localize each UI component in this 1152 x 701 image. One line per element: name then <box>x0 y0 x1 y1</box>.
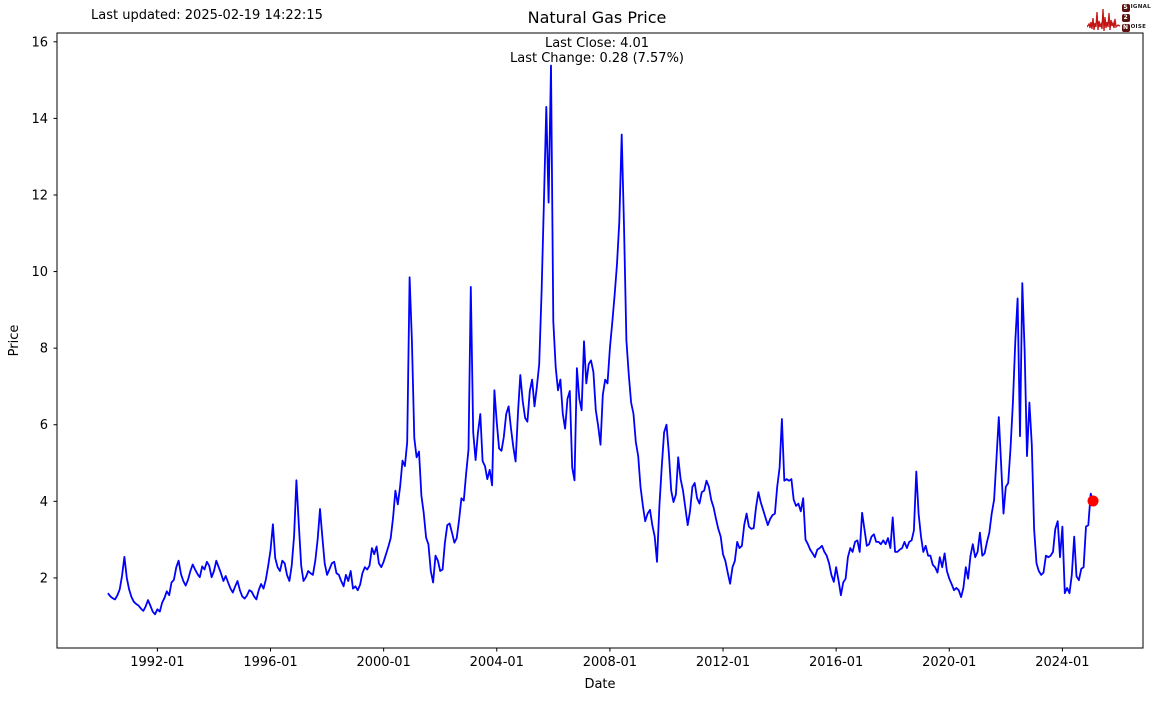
price-line <box>107 64 1094 616</box>
logo-row-signal: S IGNAL <box>1121 3 1151 13</box>
x-tick-label: 1996-01 <box>243 655 297 670</box>
y-tick-label: 6 <box>40 418 48 433</box>
y-axis-label: Price <box>7 325 22 357</box>
x-tick-label: 2016-01 <box>809 655 863 670</box>
logo-badge-n: N <box>1121 24 1130 32</box>
x-axis-label: Date <box>584 677 615 692</box>
y-tick-label: 12 <box>31 188 48 203</box>
y-tick-label: 14 <box>31 112 48 127</box>
logo-row-2: 2 <box>1121 13 1151 23</box>
signal2noise-logo: S IGNAL 2 N OISE <box>1086 3 1151 33</box>
last-updated-text: Last updated: 2025-02-19 14:22:15 <box>91 8 323 23</box>
x-tick-label: 2004-01 <box>470 655 524 670</box>
last-change-annotation: Last Change: 0.28 (7.57%) <box>509 51 685 66</box>
plot-border <box>56 32 1144 649</box>
x-tick-label: 1992-01 <box>130 655 184 670</box>
y-tick-label: 4 <box>40 495 48 510</box>
last-close-annotation: Last Close: 4.01 <box>544 36 650 51</box>
x-tick-label: 2000-01 <box>356 655 410 670</box>
logo-waveform-icon <box>1086 8 1120 32</box>
x-tick-label: 2008-01 <box>583 655 637 670</box>
chart-title: Natural Gas Price <box>527 8 667 27</box>
y-tick-label: 2 <box>40 571 48 586</box>
logo-rest-noise: OISE <box>1130 24 1147 31</box>
logo-text: S IGNAL 2 N OISE <box>1121 3 1151 33</box>
y-tick-label: 8 <box>40 342 48 357</box>
logo-row-noise: N OISE <box>1121 23 1151 33</box>
logo-rest-signal: IGNAL <box>1130 4 1151 11</box>
x-tick-label: 2020-01 <box>922 655 976 670</box>
x-tick-label: 2012-01 <box>696 655 750 670</box>
x-tick-label: 2024-01 <box>1035 655 1089 670</box>
logo-badge-2: 2 <box>1121 14 1130 22</box>
last-price-dot <box>1087 495 1099 507</box>
y-tick-label: 10 <box>31 265 48 280</box>
y-tick-label: 16 <box>31 35 48 50</box>
logo-badge-s: S <box>1121 4 1130 12</box>
